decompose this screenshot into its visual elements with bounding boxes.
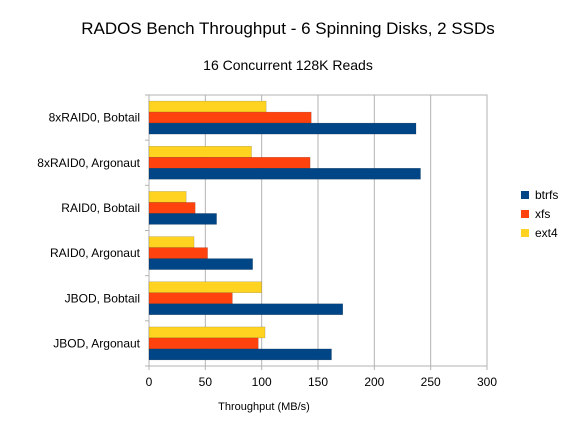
x-axis-label: Throughput (MB/s) [218, 401, 310, 413]
y-category-label: RAID0, Argonaut [50, 246, 141, 260]
legend-label-ext4: ext4 [535, 226, 558, 240]
bar-ext4 [148, 100, 267, 113]
x-tick-label: 150 [308, 375, 328, 389]
x-tick-label: 100 [252, 375, 272, 389]
x-tick-label: 50 [199, 375, 213, 389]
legend-label-xfs: xfs [535, 207, 550, 221]
legend-swatch-ext4 [521, 229, 529, 237]
y-category-label: RAID0, Bobtail [61, 201, 140, 215]
legend-label-btrfs: btrfs [535, 188, 558, 202]
chart-title: RADOS Bench Throughput - 6 Spinning Disk… [81, 19, 495, 38]
bar-ext4 [148, 281, 262, 293]
bar-ext4 [148, 236, 195, 248]
x-axis-tick-labels: 0 50 100 150 200 250 300 [146, 375, 498, 389]
bar-btrfs [148, 258, 253, 270]
gridlines [145, 94, 488, 370]
x-tick-label: 0 [146, 375, 153, 389]
bar-xfs [148, 202, 196, 214]
bar-btrfs [148, 122, 417, 135]
bar-btrfs [148, 213, 217, 225]
legend-swatch-xfs [521, 210, 529, 218]
bar-btrfs [148, 303, 344, 315]
x-tick-label: 250 [421, 375, 441, 389]
y-category-label: 8xRAID0, Argonaut [37, 156, 140, 170]
bar-ext4 [148, 326, 266, 339]
bar-xfs [148, 111, 312, 124]
bar-btrfs [148, 348, 332, 361]
y-category-label: 8xRAID0, Bobtail [49, 111, 140, 125]
chart-subtitle: 16 Concurrent 128K Reads [203, 57, 373, 73]
x-tick-label: 200 [364, 375, 384, 389]
bar-xfs [148, 337, 259, 350]
y-category-label: JBOD, Bobtail [65, 291, 140, 305]
bar-xfs [148, 292, 233, 304]
bar-xfs [148, 157, 311, 169]
bar-btrfs [148, 168, 421, 180]
bar-ext4 [148, 146, 252, 158]
legend-swatch-btrfs [521, 191, 529, 199]
x-tick-label: 300 [477, 375, 497, 389]
legend: btrfs xfs ext4 [521, 188, 558, 240]
y-category-label: JBOD, Argonaut [53, 336, 140, 350]
bar-ext4 [148, 191, 187, 203]
bars [148, 100, 421, 361]
bar-xfs [148, 247, 208, 259]
y-axis-labels: 8xRAID0, Bobtail 8xRAID0, Argonaut RAID0, … [37, 111, 140, 351]
